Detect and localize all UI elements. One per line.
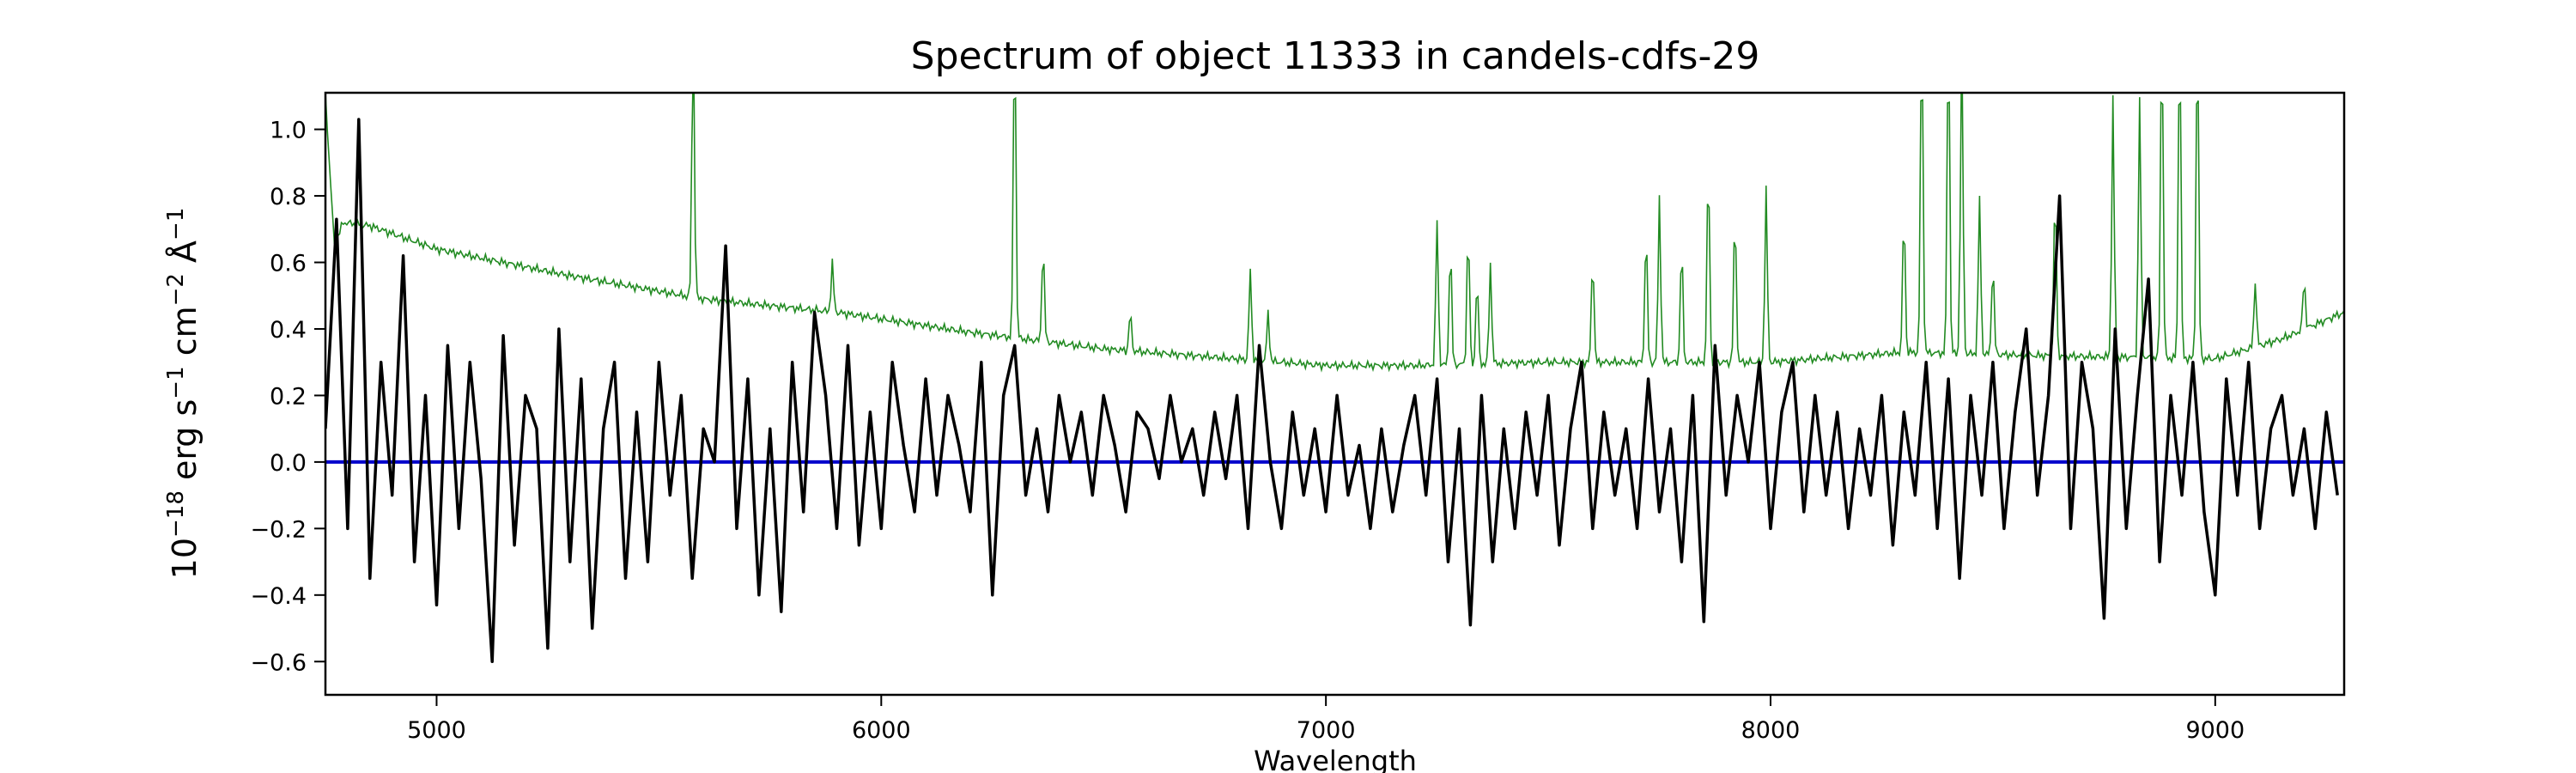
- y-tick-label: 0.2: [270, 383, 307, 410]
- y-axis-label: 10−18 erg s−1 cm−2 Å−1: [163, 208, 204, 580]
- ylabel-t1: erg s: [166, 399, 204, 490]
- ylabel-exp2: −2: [163, 273, 189, 306]
- y-tick-label: −0.4: [250, 583, 307, 610]
- y-tick-label: 0.0: [270, 450, 307, 477]
- axes-frame: [324, 91, 2346, 697]
- x-tick-label: 6000: [852, 717, 911, 744]
- y-tick-label: 0.4: [270, 317, 307, 344]
- plot-area: [325, 93, 2344, 664]
- y-tick-label: 1.0: [270, 118, 307, 144]
- x-tick-label: 5000: [407, 717, 466, 744]
- y-tick-label: −0.2: [250, 516, 307, 543]
- y-tick-label: 0.8: [270, 184, 307, 210]
- y-axis: −0.6 −0.4 −0.2 0.0 0.2 0.4 0.6 0.8 1.0: [250, 118, 325, 676]
- ylabel-exp1: −1: [163, 366, 189, 399]
- y-tick-label: −0.6: [250, 649, 307, 676]
- x-tick-label: 9000: [2185, 717, 2245, 744]
- flux-series-line: [325, 118, 2339, 664]
- ylabel-exp0: −18: [163, 490, 189, 538]
- x-axis-label: Wavelength: [1254, 745, 1417, 773]
- error-series-line: [325, 93, 2344, 373]
- chart-title: Spectrum of object 11333 in candels-cdfs…: [911, 34, 1760, 78]
- ylabel-exp3: −1: [163, 208, 189, 240]
- x-axis: 5000 6000 7000 8000 9000: [407, 695, 2245, 744]
- ylabel-t3: Å: [166, 240, 204, 273]
- ylabel-t2: cm: [166, 306, 204, 366]
- x-tick-label: 7000: [1297, 717, 1356, 744]
- ylabel-base: 10: [166, 538, 204, 579]
- y-tick-label: 0.6: [270, 251, 307, 277]
- x-tick-label: 8000: [1741, 717, 1801, 744]
